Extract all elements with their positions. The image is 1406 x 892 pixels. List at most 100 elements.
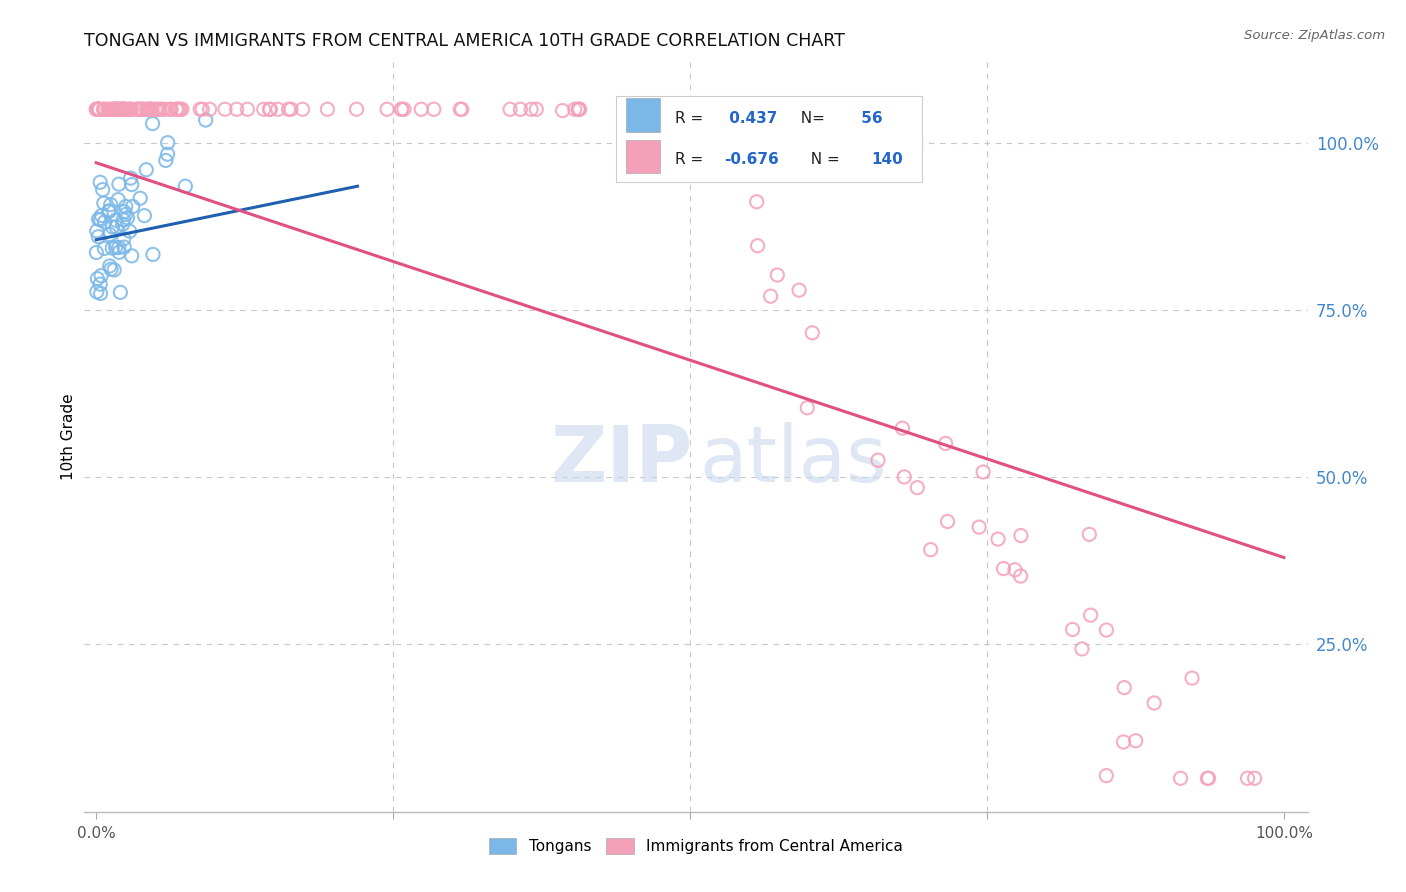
Point <box>129 191 152 205</box>
Point <box>1181 671 1204 685</box>
Point <box>1078 527 1101 541</box>
Point <box>936 515 959 529</box>
Point <box>159 102 181 116</box>
Point <box>1095 623 1118 637</box>
Point <box>277 102 299 116</box>
Point <box>93 242 115 256</box>
Point <box>100 102 122 116</box>
Point <box>94 102 117 116</box>
Point <box>509 102 531 116</box>
Point <box>935 436 957 450</box>
Point <box>449 102 471 116</box>
Point <box>121 199 143 213</box>
Point <box>150 102 173 116</box>
Point <box>112 204 135 219</box>
Point <box>141 102 163 116</box>
Point <box>291 102 314 116</box>
Point <box>1114 681 1136 695</box>
Point <box>135 102 157 116</box>
Point <box>259 102 281 116</box>
Point <box>392 102 415 116</box>
Text: ZIP: ZIP <box>550 422 692 498</box>
Text: R =: R = <box>675 153 709 168</box>
Text: TONGAN VS IMMIGRANTS FROM CENTRAL AMERICA 10TH GRADE CORRELATION CHART: TONGAN VS IMMIGRANTS FROM CENTRAL AMERIC… <box>84 32 845 50</box>
Text: 0.437: 0.437 <box>724 112 778 126</box>
Point <box>104 213 127 227</box>
Point <box>551 103 574 118</box>
Point <box>98 203 121 218</box>
Point <box>117 211 139 225</box>
Point <box>90 209 112 223</box>
Point <box>346 102 368 116</box>
Point <box>115 102 138 116</box>
Text: -0.676: -0.676 <box>724 153 779 168</box>
Point <box>97 102 120 116</box>
Point <box>108 102 131 116</box>
Point <box>166 102 188 116</box>
Point <box>103 102 125 116</box>
FancyBboxPatch shape <box>626 98 661 132</box>
Text: R =: R = <box>675 112 709 126</box>
Point <box>98 227 121 242</box>
Point <box>253 102 276 116</box>
Point <box>87 212 110 227</box>
Point <box>89 102 111 116</box>
Point <box>112 102 135 116</box>
Point <box>225 102 247 116</box>
Point <box>89 277 111 292</box>
Point <box>1198 771 1220 786</box>
Point <box>93 196 115 211</box>
Point <box>86 224 108 238</box>
Point <box>174 179 197 194</box>
Point <box>1062 623 1084 637</box>
Point <box>905 481 928 495</box>
Point <box>745 194 768 209</box>
Text: atlas: atlas <box>700 422 887 498</box>
Point <box>121 249 143 263</box>
Point <box>120 102 142 116</box>
Point <box>920 542 942 557</box>
Point <box>141 117 163 131</box>
Point <box>98 259 121 273</box>
Point <box>114 102 136 116</box>
Point <box>101 102 124 116</box>
Point <box>1080 608 1102 623</box>
Point <box>97 204 120 219</box>
Point <box>87 229 110 244</box>
Point <box>993 561 1015 575</box>
Point <box>112 102 135 116</box>
Point <box>105 102 128 116</box>
Point <box>131 102 153 116</box>
Point <box>127 102 149 116</box>
Point <box>149 102 172 116</box>
Point <box>127 102 149 116</box>
Point <box>198 102 221 116</box>
Point <box>93 102 115 116</box>
Point <box>108 177 131 191</box>
Legend: Tongans, Immigrants from Central America: Tongans, Immigrants from Central America <box>482 832 910 860</box>
Point <box>101 219 124 234</box>
Point <box>90 286 112 301</box>
FancyBboxPatch shape <box>616 96 922 182</box>
Point <box>108 245 131 260</box>
Point <box>93 215 115 229</box>
Point <box>613 110 636 124</box>
Point <box>129 102 152 116</box>
Point <box>1010 528 1032 542</box>
Point <box>194 113 217 128</box>
Point <box>787 283 810 297</box>
Point <box>112 212 135 227</box>
Point <box>146 102 169 116</box>
Point <box>156 147 179 161</box>
Point <box>564 102 586 116</box>
Point <box>567 102 589 116</box>
Point <box>87 102 110 116</box>
Point <box>169 102 191 116</box>
FancyBboxPatch shape <box>626 140 661 173</box>
Point <box>165 102 187 116</box>
Point <box>153 102 176 116</box>
Point <box>87 102 110 116</box>
Point <box>87 102 110 116</box>
Point <box>148 102 170 116</box>
Point <box>759 289 782 303</box>
